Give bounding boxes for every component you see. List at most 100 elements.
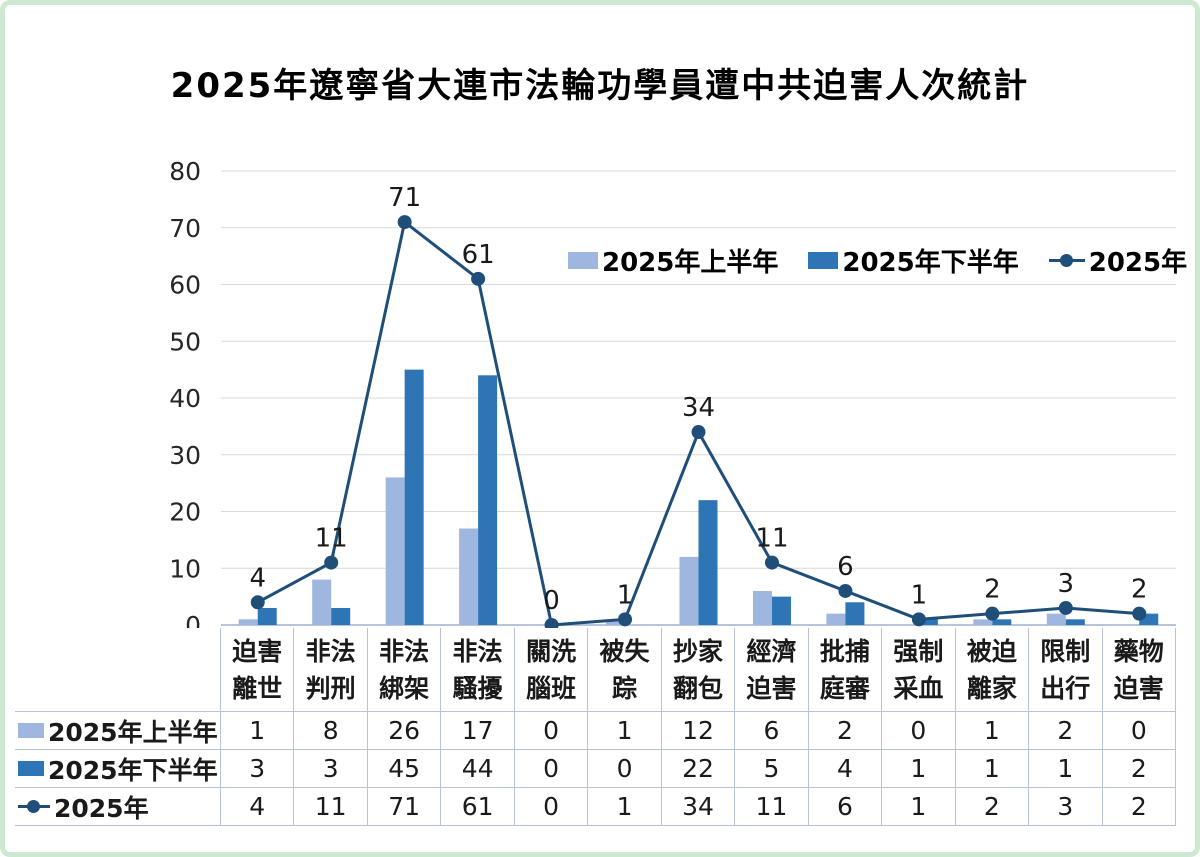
bar-2025年上半年-迫害離世 xyxy=(238,619,258,625)
value-cell-2025年上半年-非法綁架: 26 xyxy=(367,712,442,750)
value-cell-2025年下半年-抄家翻包: 22 xyxy=(661,750,736,788)
value-cell-2025年-被失踪: 1 xyxy=(588,788,662,826)
value-cell-2025年-被迫離家: 2 xyxy=(955,788,1030,826)
bar-2025年下半年-迫害離世 xyxy=(257,607,277,625)
table-corner-cell xyxy=(15,628,221,712)
bar-2025年下半年-强制采血 xyxy=(918,619,938,625)
value-cell-2025年下半年-藥物迫害: 2 xyxy=(1102,750,1176,788)
legend-label-total: 2025年 xyxy=(1088,248,1188,278)
row-label-text: 2025年 xyxy=(54,793,149,823)
value-cell-2025年下半年-非法綁架: 45 xyxy=(367,750,442,788)
category-line1: 非法 xyxy=(305,636,356,666)
value-cell-2025年上半年-批捕庭審: 2 xyxy=(808,712,883,750)
point-label-非法判刑: 11 xyxy=(315,524,348,554)
category-header-cell: 限制 出行 xyxy=(1029,628,1103,712)
category-header-cell: 非法 判刑 xyxy=(294,628,368,712)
legend-item-total: 2025年 xyxy=(1048,242,1188,279)
line-marker-icon xyxy=(1048,254,1085,267)
line-marker-icon xyxy=(18,800,50,813)
category-line1: 抄家 xyxy=(672,636,723,666)
value-cell-2025年下半年-非法判刑: 3 xyxy=(294,750,368,788)
category-header-cell: 非法 騷擾 xyxy=(441,628,515,712)
point-label-非法綁架: 71 xyxy=(388,183,421,213)
value-cell-2025年上半年-抄家翻包: 12 xyxy=(661,712,736,750)
category-line1: 非法 xyxy=(379,636,430,666)
y-tick-label: 30 xyxy=(169,441,201,470)
bar-2025年下半年-經濟迫害 xyxy=(771,596,791,625)
point-label-抄家翻包: 34 xyxy=(682,393,715,423)
value-cell-2025年上半年-被迫離家: 1 xyxy=(955,712,1030,750)
y-tick-label: 70 xyxy=(169,214,201,243)
category-header-cell: 非法 綁架 xyxy=(367,628,442,712)
line-point-藥物迫害 xyxy=(1132,606,1147,621)
bar-2025年上半年-非法判刑 xyxy=(312,579,332,625)
bar-2025年上半年-非法綁架 xyxy=(385,477,405,625)
bar-2025年上半年-被迫離家 xyxy=(973,619,993,625)
category-line1: 迫害 xyxy=(232,636,283,666)
value-cell-2025年-藥物迫害: 2 xyxy=(1102,788,1176,826)
category-header-cell: 關洗 腦班 xyxy=(514,628,589,712)
second-half-swatch-icon xyxy=(808,252,839,269)
value-cell-2025年下半年-批捕庭審: 4 xyxy=(808,750,883,788)
category-line1: 限制 xyxy=(1040,636,1091,666)
row-label-text: 2025年下半年 xyxy=(48,755,218,785)
category-line2: 迫害 xyxy=(746,673,797,703)
legend-item-second-half: 2025年下半年 xyxy=(808,242,1019,279)
value-cell-2025年上半年-非法判刑: 8 xyxy=(294,712,368,750)
line-point-抄家翻包 xyxy=(691,425,706,440)
category-line2: 騷擾 xyxy=(452,673,503,703)
value-cell-2025年上半年-藥物迫害: 0 xyxy=(1102,712,1176,750)
data-table: 迫害 離世 非法 判刑 非法 綁架 非法 騷擾 關洗 腦班 被失踪抄家 翻包 經濟 迫害 批捕 庭審 强制 采血被… xyxy=(15,628,1176,826)
line-point-非法判刑 xyxy=(324,555,339,570)
value-cell-2025年-抄家翻包: 34 xyxy=(661,788,736,826)
value-cell-2025年上半年-非法騷擾: 17 xyxy=(441,712,515,750)
bar-2025年下半年-限制出行 xyxy=(1065,619,1085,625)
point-label-强制采血: 1 xyxy=(911,580,928,610)
point-label-非法騷擾: 61 xyxy=(462,240,495,270)
y-tick-label: 60 xyxy=(169,271,201,300)
line-point-被迫離家 xyxy=(985,606,1000,621)
value-cell-2025年上半年-迫害離世: 1 xyxy=(221,712,295,750)
line-point-非法騷擾 xyxy=(471,271,486,286)
y-tick-label: 20 xyxy=(169,498,201,527)
value-cell-2025年下半年-强制采血: 1 xyxy=(882,750,956,788)
category-line1: 被失 xyxy=(599,636,650,666)
value-cell-2025年上半年-經濟迫害: 6 xyxy=(735,712,809,750)
value-cell-2025年-强制采血: 1 xyxy=(882,788,956,826)
series-swatch-icon xyxy=(18,761,44,776)
category-line2: 翻包 xyxy=(672,673,723,703)
bar-2025年下半年-非法騷擾 xyxy=(478,375,498,625)
value-cell-2025年下半年-關洗腦班: 0 xyxy=(514,750,589,788)
row-label-text: 2025年上半年 xyxy=(48,717,218,747)
value-cell-2025年上半年-限制出行: 2 xyxy=(1029,712,1103,750)
point-label-迫害離世: 4 xyxy=(249,563,266,593)
line-point-被失踪 xyxy=(618,612,633,627)
category-header-cell: 經濟 迫害 xyxy=(735,628,809,712)
category-header-cell: 被失踪 xyxy=(588,628,662,712)
category-line2: 離家 xyxy=(966,673,1017,703)
line-point-非法綁架 xyxy=(397,215,412,230)
value-cell-2025年下半年-非法騷擾: 44 xyxy=(441,750,515,788)
value-cell-2025年下半年-經濟迫害: 5 xyxy=(735,750,809,788)
line-point-經濟迫害 xyxy=(764,555,779,570)
category-line1: 關洗 xyxy=(526,636,577,666)
point-label-關洗腦班: 0 xyxy=(543,586,560,616)
value-cell-2025年-迫害離世: 4 xyxy=(221,788,295,826)
line-point-批捕庭審 xyxy=(838,583,853,598)
category-header-cell: 批捕 庭審 xyxy=(808,628,883,712)
value-cell-2025年下半年-被迫離家: 1 xyxy=(955,750,1030,788)
legend-label-second-half: 2025年下半年 xyxy=(842,248,1019,278)
value-cell-2025年下半年-限制出行: 1 xyxy=(1029,750,1103,788)
value-cell-2025年-非法綁架: 71 xyxy=(367,788,442,826)
bar-2025年下半年-被迫離家 xyxy=(992,619,1012,625)
bar-2025年上半年-非法騷擾 xyxy=(459,528,479,625)
value-cell-2025年-批捕庭審: 6 xyxy=(808,788,883,826)
category-line2: 迫害 xyxy=(1113,673,1164,703)
category-line2: 離世 xyxy=(232,673,283,703)
category-header-cell: 迫害 離世 xyxy=(221,628,295,712)
y-tick-label: 50 xyxy=(169,327,201,356)
bar-2025年下半年-抄家翻包 xyxy=(698,500,718,625)
value-cell-2025年下半年-被失踪: 0 xyxy=(588,750,662,788)
